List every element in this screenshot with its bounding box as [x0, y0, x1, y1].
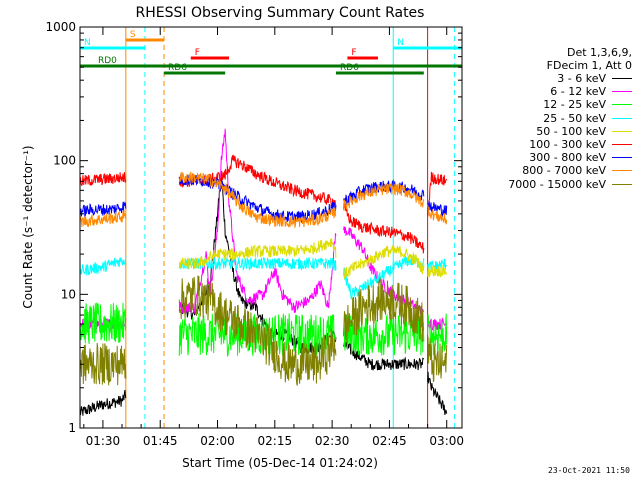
x-tick-label-5: 02:45 [372, 434, 407, 448]
series-line-3 [80, 255, 448, 300]
x-tick-label-0: 01:30 [86, 434, 121, 448]
series-line-4 [178, 238, 448, 279]
legend-entry-7: 800 - 7000 keV [482, 164, 632, 177]
legend-label-4: 50 - 100 keV [536, 124, 606, 138]
x-tick-label-4: 02:30 [315, 434, 350, 448]
axis-ticks: 01:30 01:45 02:00 02:15 02:30 02:45 03:00 1 10 10… [45, 20, 464, 448]
legend-entry-5: 100 - 300 keV [482, 138, 632, 151]
legend-entries: 3 - 6 keV 6 - 12 keV 12 - 25 keV 25 - 50 ke… [482, 72, 632, 191]
legend-label-2: 12 - 25 keV [543, 98, 606, 112]
flag-label-0: S [130, 30, 136, 40]
render-timestamp: 23-Oct-2021 11:50 [548, 466, 630, 475]
series-line-8 [80, 275, 448, 386]
flag-label-1: N [84, 38, 91, 48]
legend-entry-3: 25 - 50 keV [482, 112, 632, 125]
plot-frame [79, 26, 463, 429]
legend-swatch-0 [612, 78, 632, 80]
legend-entry-0: 3 - 6 keV [482, 72, 632, 85]
x-tick-label-3: 02:15 [258, 434, 293, 448]
flag-label-6: RD6 [168, 63, 187, 73]
legend-detector-line: Det 1,3,6,9, [566, 46, 632, 59]
y-tick-label-0: 1 [68, 421, 76, 435]
legend-label-0: 3 - 6 keV [557, 72, 606, 86]
legend-label-6: 300 - 800 keV [529, 151, 606, 165]
flag-label-5: RD0 [98, 56, 117, 66]
series-line-7 [80, 171, 448, 229]
legend-swatch-4 [612, 130, 632, 132]
flag-label-4: F [351, 48, 356, 58]
x-tick-label-6: 03:00 [429, 434, 464, 448]
flag-label-2: N [397, 38, 404, 48]
x-tick-label-1: 01:45 [143, 434, 178, 448]
series-line-0 [80, 173, 448, 416]
legend-attenuator-line: FDecim 1, Att 0 [546, 59, 632, 72]
legend-swatch-1 [612, 91, 632, 93]
legend-swatch-8 [612, 183, 632, 185]
x-axis-label: Start Time (05-Dec-14 01:24:02) [182, 456, 378, 470]
y-tick-label-2: 100 [53, 154, 76, 168]
y-tick-label-1: 10 [61, 287, 76, 301]
legend-label-5: 100 - 300 keV [529, 138, 606, 152]
legend-swatch-7 [612, 170, 632, 172]
plot-clip-group: S N N F F RD0 RD6 RD6 [80, 27, 462, 428]
legend-entry-2: 12 - 25 keV [482, 98, 632, 111]
legend-label-3: 25 - 50 keV [543, 111, 606, 125]
flag-label-3: F [195, 48, 200, 58]
legend-entry-6: 300 - 800 keV [482, 151, 632, 164]
legend: Det 1,3,6,9, FDecim 1, Att 0 3 - 6 keV 6 … [482, 46, 632, 191]
y-tick-label-3: 1000 [45, 20, 76, 34]
legend-swatch-5 [612, 144, 632, 146]
legend-label-8: 7000 - 15000 keV [508, 177, 606, 191]
chart-title: RHESSI Observing Summary Count Rates [136, 5, 425, 21]
y-axis-label: Count Rate (s⁻¹ detector⁻¹) [21, 145, 35, 308]
legend-swatch-2 [612, 104, 632, 106]
legend-entry-1: 6 - 12 keV [482, 85, 632, 98]
legend-label-1: 6 - 12 keV [550, 85, 606, 99]
series-line-6 [80, 173, 448, 223]
plot-area: S N N F F RD0 RD6 RD6 [80, 27, 462, 428]
series-line-5 [80, 154, 448, 254]
legend-swatch-6 [612, 157, 632, 159]
legend-entry-4: 50 - 100 keV [482, 125, 632, 138]
x-tick-label-2: 02:00 [200, 434, 235, 448]
legend-entry-8: 7000 - 15000 keV [482, 178, 632, 191]
legend-swatch-3 [612, 117, 632, 119]
legend-label-7: 800 - 7000 keV [522, 164, 606, 178]
flag-label-7: RD6 [340, 63, 359, 73]
